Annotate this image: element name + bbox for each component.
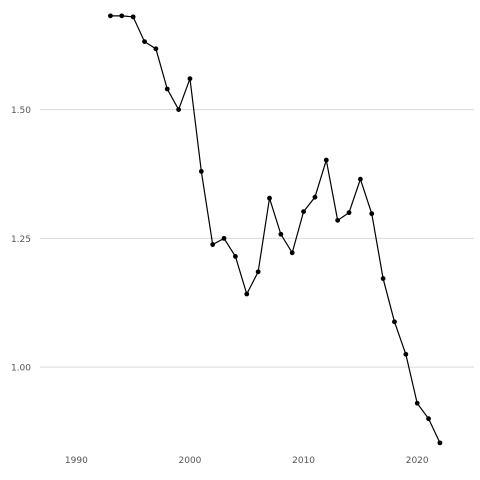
data-point <box>267 195 272 201</box>
data-point <box>380 276 386 281</box>
x-axis-ticks: 1990 2000 2010 2020 <box>65 456 429 466</box>
data-point <box>301 209 306 214</box>
data-point <box>323 157 329 163</box>
data-point <box>335 217 341 223</box>
x-tick-label: 2020 <box>406 456 429 466</box>
gridlines <box>40 109 474 368</box>
data-point <box>392 319 397 325</box>
series-group <box>108 13 443 446</box>
data-point <box>437 440 443 446</box>
data-point <box>289 250 295 256</box>
y-tick-label: 1.25 <box>11 235 31 245</box>
y-axis-ticks: 1.00 1.25 1.50 <box>11 106 31 374</box>
data-point <box>278 231 284 237</box>
data-point <box>130 14 136 20</box>
data-point <box>176 107 182 112</box>
data-point <box>255 269 261 275</box>
x-tick-label: 1990 <box>65 456 88 466</box>
data-point <box>108 13 113 19</box>
data-point <box>119 13 125 19</box>
data-point <box>187 76 193 82</box>
data-point <box>357 176 363 182</box>
y-tick-label: 1.50 <box>11 106 31 116</box>
data-point <box>312 194 318 200</box>
data-point <box>210 242 216 247</box>
x-tick-label: 2010 <box>292 456 315 466</box>
data-point <box>403 351 409 357</box>
data-point <box>198 169 204 174</box>
y-tick-label: 1.00 <box>11 364 31 374</box>
series-line <box>110 15 441 444</box>
data-point <box>244 291 250 297</box>
data-point <box>221 235 227 241</box>
data-point <box>414 400 420 406</box>
data-point <box>346 210 352 216</box>
data-point <box>426 416 431 422</box>
data-point <box>233 254 238 259</box>
data-point <box>142 39 147 45</box>
data-point <box>369 211 375 217</box>
data-point <box>153 46 159 52</box>
x-tick-label: 2000 <box>179 456 202 466</box>
data-point <box>164 86 170 92</box>
